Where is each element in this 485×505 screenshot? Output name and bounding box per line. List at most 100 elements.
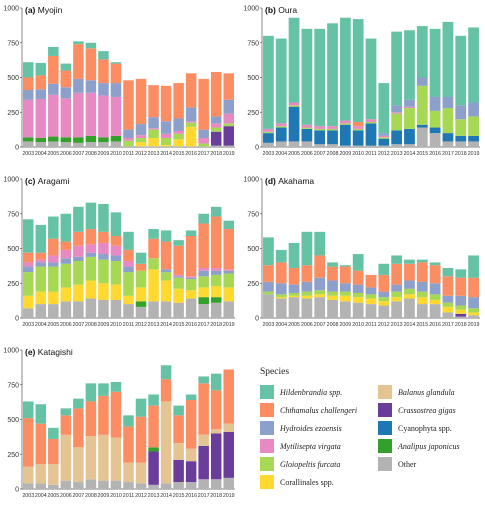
bar-segment [48,262,59,267]
bar-segment [185,279,197,291]
bar-segment [98,254,109,260]
bar-segment [35,463,47,484]
bar-segment [468,116,479,136]
bar-segment [123,482,134,489]
bar-segment [110,299,122,318]
legend-label: Hildenbrandia spp. [280,387,343,397]
bar-segment [223,477,234,489]
bar-segment [223,432,234,478]
bar-segment [48,304,59,318]
x-tick-label: 2012 [135,493,147,499]
y-tick-label: 750 [7,211,19,218]
bar-segment [468,277,479,298]
bar-segment [48,238,59,256]
bar-segment [210,131,222,146]
x-tick-label: 2013 [148,151,160,157]
bar-segment [352,145,364,147]
bar-segment [301,281,313,292]
bar-segment [123,140,134,147]
bar-segment [135,252,147,264]
bar-segment [429,96,441,111]
bar-segment [210,302,222,318]
bar-segment [339,291,351,296]
bar-segment [404,144,415,147]
bar-segment [365,121,377,124]
bar-segment [35,252,47,260]
species-legend: Species Hildenbrandia spp. Chthamalus cha… [250,355,482,497]
bar-segment [110,381,122,392]
bar-segment [198,445,209,480]
bar-segment [185,230,197,236]
bar-segment [48,83,59,95]
bar-segment [73,482,84,489]
bar-segment [275,249,287,263]
bar-segment [23,401,34,419]
bar-segment [263,265,274,282]
bar-segment [85,92,97,136]
x-tick-label: 2012 [135,151,147,157]
legend-item: Crassostrea gigas [378,403,456,417]
panel-site: Aragami [38,176,70,186]
bar-segment [223,301,234,318]
legend-label: Chthamalus challengeri [280,405,358,415]
y-tick-label: 0 [255,316,259,323]
bar-segment [275,294,287,298]
bar-segment [352,292,364,298]
bar-segment [60,480,72,489]
x-tick-label: 2011 [365,322,376,328]
bar-segment [404,30,415,100]
bar-segment [148,405,159,448]
bar-segment [173,240,184,246]
bar-segment [23,466,34,484]
x-tick-label: 2003 [263,151,275,157]
bar-segment [314,277,326,291]
bar-segment [352,128,364,131]
x-tick-label: 2003 [22,493,34,499]
bar-segment [60,87,72,99]
bar-segment [468,141,479,147]
bar-segment [110,63,122,84]
bar-segment [223,145,234,147]
bar-segment [35,224,47,253]
bar-segment [35,291,47,305]
bar-segment [339,124,351,146]
bar-segment [110,96,122,136]
x-tick-label: 2018 [455,322,467,328]
bar-segment [288,242,300,268]
bar-segment [378,291,390,298]
legend-label: Analipus japonicus [398,441,460,451]
bar-segment [275,141,287,147]
bar-segment [73,41,84,45]
panel-site: Oura [278,5,297,15]
bar-segment [160,365,172,380]
bar-segment [365,123,377,146]
bar-segment [148,451,159,485]
bar-segment [198,383,209,435]
bar-segment [442,276,454,296]
bar-segment [442,312,454,318]
bar-segment [288,141,300,147]
x-tick-label: 2013 [391,322,403,328]
bar-segment [60,415,72,435]
bar-segment [85,252,97,257]
bar-segment [391,255,403,264]
bar-segment [173,415,184,444]
x-tick-label: 2016 [185,493,197,499]
bar-segment [135,142,147,147]
x-tick-label: 2013 [148,322,160,328]
legend-swatch [378,421,392,435]
bar-segment [123,266,134,273]
legend-swatch [260,421,274,435]
x-tick-label: 2011 [365,151,376,157]
panel-letter: (c) [25,176,38,186]
bar-segment [442,267,454,277]
bar-segment [301,291,313,296]
bar-segment [73,78,84,93]
bar-segment [455,269,467,278]
panel-title: (d) Akahama [265,176,314,186]
bar-segment [35,75,47,90]
bar-segment [416,127,428,147]
y-tick-label: 500 [247,75,259,82]
legend-swatch [378,403,392,417]
